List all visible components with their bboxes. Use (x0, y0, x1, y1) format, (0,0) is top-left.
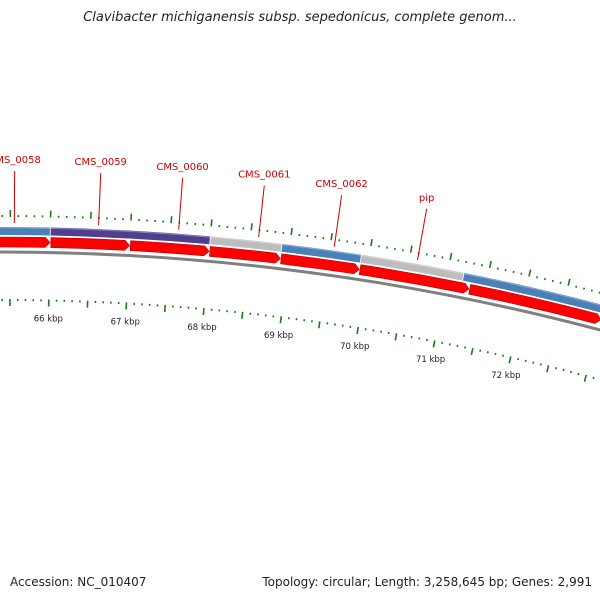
gene-label[interactable]: pip (419, 193, 434, 204)
outer-tick-mark (250, 223, 253, 231)
kbp-label: 67 kbp (111, 317, 140, 327)
gene-label[interactable]: CMS_0059 (75, 157, 127, 168)
outer-tick-mark (528, 269, 532, 277)
kbp-label: 71 kbp (416, 355, 445, 365)
gene-band-segment[interactable] (0, 227, 51, 236)
inner-tick-mark (546, 365, 550, 373)
cds-arrow[interactable] (129, 240, 210, 257)
gene-label-leader (258, 185, 265, 238)
gene-label-leader (178, 177, 184, 230)
gene-band-segment[interactable] (462, 272, 600, 313)
outer-tick-mark (330, 233, 333, 241)
gene-band-segment[interactable] (281, 243, 362, 263)
inner-tick-mark (577, 372, 580, 376)
inner-tick-mark (241, 311, 244, 319)
kbp-label: 69 kbp (264, 331, 293, 341)
gene-band-segment[interactable] (209, 236, 283, 252)
outer-tick-mark (370, 239, 373, 247)
gene-band-segment[interactable] (360, 254, 465, 281)
gene-band-segment[interactable] (50, 227, 211, 245)
kbp-label: 70 kbp (340, 342, 369, 352)
genome-title: Clavibacter michiganensis subsp. sepedon… (83, 10, 517, 25)
cds-arrow[interactable] (358, 264, 470, 294)
gene-label[interactable]: CMS_0061 (238, 169, 290, 180)
gene-label-leader (333, 195, 343, 247)
outer-tick-mark (488, 260, 492, 269)
cds-arrow[interactable] (0, 236, 51, 248)
outer-tick-mark (290, 227, 293, 235)
genome-backbone (0, 250, 600, 332)
gene-label[interactable]: CMS_0060 (156, 162, 208, 173)
kbp-label: 68 kbp (187, 323, 216, 333)
outer-tick-mark (409, 245, 413, 253)
gene-label[interactable]: CMS_0062 (315, 179, 367, 190)
inner-tick-mark (318, 321, 321, 329)
inner-tick-mark (592, 376, 595, 380)
inner-tick-mark (202, 307, 205, 316)
inner-tick-mark (470, 347, 474, 356)
cds-arrow[interactable] (280, 253, 360, 275)
gene-band-separator (280, 243, 283, 252)
inner-tick-mark (394, 333, 398, 341)
gene-band-separator (359, 254, 362, 263)
outer-tick-mark (449, 252, 453, 261)
outer-tick-mark (210, 219, 213, 227)
gene-label-leader (417, 208, 428, 261)
gene-label[interactable]: CMS_0058 (0, 155, 41, 166)
inner-tick-mark (508, 356, 512, 364)
genome-summary-text: Topology: circular; Length: 3,258,645 bp… (262, 575, 592, 589)
inner-tick-mark (583, 374, 588, 382)
inner-tick-mark (279, 316, 283, 324)
inner-tick-mark (163, 304, 167, 312)
gene-band-separator (462, 272, 465, 281)
outer-tick-mark (567, 278, 571, 286)
outer-tick-mark (170, 216, 173, 224)
gene-band-highlight (0, 227, 51, 229)
kbp-label: 72 kbp (491, 371, 520, 381)
cds-arrow[interactable] (468, 284, 600, 324)
inner-tick-mark (356, 326, 359, 335)
accession-text: Accession: NC_010407 (10, 575, 147, 589)
cds-arrow[interactable] (50, 237, 131, 251)
gene-label-leader (98, 173, 102, 226)
kbp-label: 66 kbp (34, 315, 63, 325)
gene-band-separator (209, 236, 211, 245)
cds-arrow[interactable] (209, 246, 281, 264)
inner-tick-mark (432, 340, 436, 348)
